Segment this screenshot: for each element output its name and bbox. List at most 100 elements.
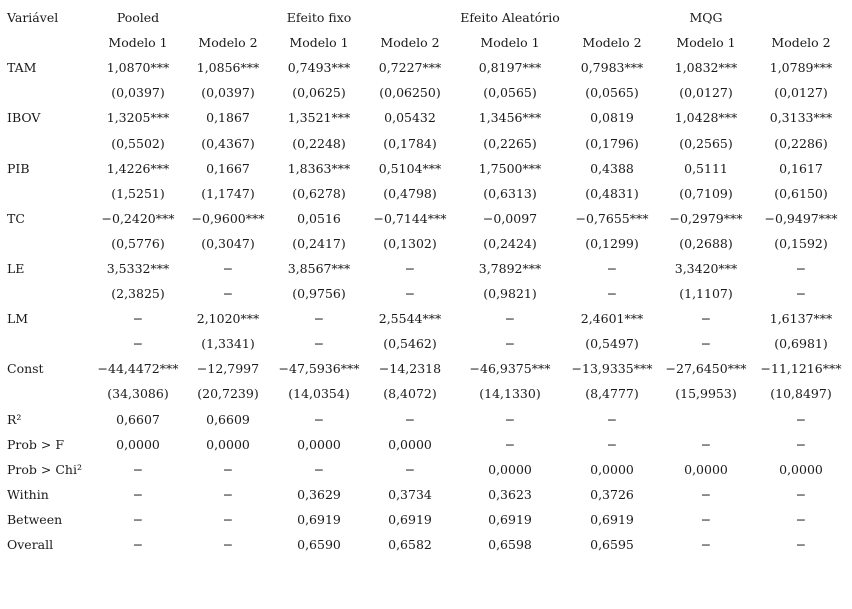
table-cell: 0,8197*** [478,60,542,76]
table-cell: − [606,436,618,452]
table-cell: − [606,260,618,276]
table-cell: − [700,336,712,352]
table-row: (34,3086) (20,7239) (14,0354) (8,4072) (14,1… [0,381,848,406]
table-row: Between − − 0,6919 0,6919 0,6919 0,6919 − − [0,507,848,532]
row-label: LE [7,260,25,276]
table-cell: 3,7892*** [478,260,542,276]
table-cell: − [132,537,144,553]
table-row: Const −44,4472*** −12,7997 −47,5936*** −14,2… [0,356,848,381]
table-cell: − [795,511,807,527]
table-cell: (0,2265) [483,135,537,151]
table-cell: 1,0832*** [674,60,738,76]
row-label: Within [7,486,49,502]
table-row: LM − 2,1020*** − 2,5544*** − 2,4601*** − 1,6137*… [0,306,848,331]
table-cell: − [222,260,234,276]
table-cell: 0,0000 [388,436,432,452]
row-label: Prob > Chi² [7,461,82,477]
table-cell: 0,0819 [590,110,634,126]
table-cell: (0,7109) [679,185,733,201]
table-cell: − [700,436,712,452]
regression-results-table: Variável Pooled Efeito fixo Efeito Aleat… [0,5,848,557]
table-cell: (0,6150) [774,185,828,201]
table-cell: 0,3734 [388,486,432,502]
table-cell: 1,0856*** [196,60,260,76]
table-cell: − [404,260,416,276]
table-cell: 0,3726 [590,486,634,502]
table-cell: (34,3086) [107,386,169,402]
table-cell: (0,4367) [201,135,255,151]
table-cell: (0,2417) [292,235,346,251]
table-cell: 0,6609 [206,411,250,427]
row-label: PIB [7,160,30,176]
table-cell: (1,5251) [111,185,165,201]
table-cell: 0,6582 [388,537,432,553]
table-cell: − [132,311,144,327]
table-cell: 0,6598 [488,537,532,553]
table-cell: (1,1747) [201,185,255,201]
table-cell: 0,0000 [779,461,823,477]
row-label-empty [0,331,92,356]
table-cell: 0,7493*** [287,60,351,76]
table-cell: − [504,436,516,452]
group-header-pooled: Pooled [116,10,160,26]
table-row: Prob > Chi² − − − − 0,0000 0,0000 0,0000 0,0000 [0,457,848,482]
table-cell: − [504,336,516,352]
table-cell: − [404,461,416,477]
table-cell: −0,0097 [482,210,538,226]
row-label: TAM [7,60,37,76]
table-cell: (0,2565) [679,135,733,151]
table-cell: (10,8497) [770,386,832,402]
model-header: Modelo 2 [380,35,440,51]
table-cell: − [313,411,325,427]
table-cell: 0,3629 [297,486,341,502]
table-cell: − [606,286,618,302]
model-header: Modelo 2 [771,35,831,51]
row-label: Between [7,511,63,527]
table-row: (2,3825) − (0,9756) − (0,9821) − (1,1107) − [0,281,848,306]
table-row: PIB 1,4226*** 0,1667 1,8363*** 0,5104*** 1,75… [0,156,848,181]
table-cell: 1,3521*** [287,110,351,126]
table-cell: (0,6278) [292,185,346,201]
table-row: (0,0397) (0,0397) (0,0625) (0,06250) (0,0565… [0,80,848,105]
table-cell: 0,1667 [206,160,250,176]
table-row: TC −0,2420*** −0,9600*** 0,0516 −0,7144*** −0… [0,206,848,231]
row-label-empty [0,181,92,206]
table-row: Prob > F 0,0000 0,0000 0,0000 0,0000 − − − − [0,432,848,457]
table-row: (0,5502) (0,4367) (0,2248) (0,1784) (0,2265)… [0,130,848,155]
table-cell: 0,4388 [590,160,634,176]
table-cell: (0,1796) [585,135,639,151]
table-cell: (1,1107) [679,286,733,302]
table-cell: − [795,286,807,302]
table-cell: (0,2286) [774,135,828,151]
table-cell: −11,1216*** [760,361,842,377]
table-cell: − [222,511,234,527]
table-cell: −0,2420*** [101,210,175,226]
table-cell: (0,1592) [774,235,828,251]
table-cell: 0,0000 [488,461,532,477]
table-cell: 0,6607 [116,411,160,427]
table-cell: (0,0625) [292,85,346,101]
row-label-empty [0,231,92,256]
row-label: Prob > F [7,436,65,452]
row-label: R² [7,411,22,427]
table-cell: − [222,286,234,302]
table-cell: 1,3456*** [478,110,542,126]
table-cell: 3,5332*** [106,260,170,276]
table-row: IBOV 1,3205*** 0,1867 1,3521*** 0,05432 1,345… [0,105,848,130]
table-cell: − [795,486,807,502]
row-label: TC [7,210,25,226]
group-header-mqg: MQG [689,10,723,26]
table-row: Within − − 0,3629 0,3734 0,3623 0,3726 − − [0,482,848,507]
table-cell: − [700,486,712,502]
table-cell: − [222,486,234,502]
header-model-row: Modelo 1 Modelo 2 Modelo 1 Modelo 2 Mode… [0,30,848,55]
table-cell: (14,0354) [288,386,350,402]
table-cell: (0,6313) [483,185,537,201]
table-cell: 1,0428*** [674,110,738,126]
table-cell: 0,1867 [206,110,250,126]
table-cell: − [795,436,807,452]
table-cell: 1,4226*** [106,160,170,176]
table-cell: −0,7144*** [373,210,447,226]
table-cell: 1,0789*** [769,60,833,76]
table-cell: 1,0870*** [106,60,170,76]
